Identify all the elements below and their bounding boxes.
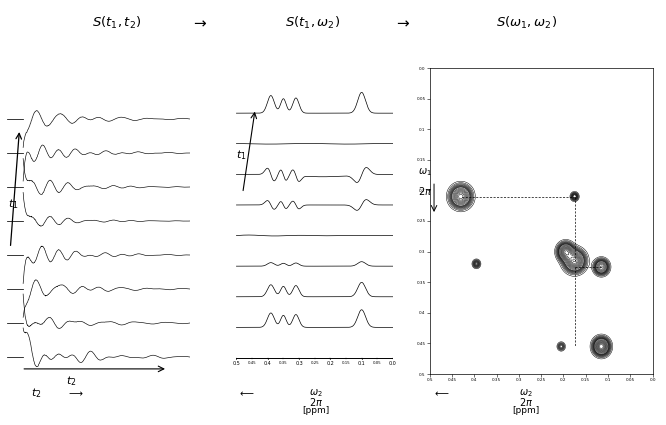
Text: $t_2$: $t_2$: [65, 374, 76, 388]
Text: 0.5: 0.5: [232, 362, 240, 366]
Text: 0.45: 0.45: [248, 361, 256, 365]
Text: $S(\omega_1,\omega_2)$: $S(\omega_1,\omega_2)$: [496, 15, 557, 31]
Text: 0.05: 0.05: [373, 361, 382, 365]
Text: 0.2: 0.2: [326, 362, 334, 366]
Text: $t_1$: $t_1$: [236, 148, 247, 162]
Text: $\omega_1$: $\omega_1$: [418, 166, 432, 178]
Text: $\rightarrow$: $\rightarrow$: [191, 16, 208, 31]
Text: 0.4: 0.4: [264, 362, 272, 366]
Text: 0.1: 0.1: [358, 362, 366, 366]
Text: $2\pi$: $2\pi$: [308, 396, 323, 408]
Text: $\longleftarrow$: $\longleftarrow$: [433, 388, 450, 398]
Text: $t_1$: $t_1$: [7, 197, 18, 211]
Text: $2\pi$: $2\pi$: [418, 185, 432, 197]
Text: $S(t_1,\omega_2)$: $S(t_1,\omega_2)$: [286, 15, 340, 31]
Text: 0.25: 0.25: [310, 361, 319, 365]
Text: $2\pi$: $2\pi$: [519, 396, 533, 408]
Text: 0.15: 0.15: [342, 361, 350, 365]
Text: $\rightarrow$: $\rightarrow$: [394, 16, 412, 31]
Text: 0.3: 0.3: [295, 362, 303, 366]
Text: $S(t_1,t_2)$: $S(t_1,t_2)$: [92, 15, 141, 31]
Text: $\omega_2$: $\omega_2$: [519, 387, 533, 399]
Text: [ppm]: [ppm]: [302, 406, 329, 416]
Text: [ppm]: [ppm]: [513, 406, 539, 416]
Text: 0.0: 0.0: [389, 362, 397, 366]
Text: 0.35: 0.35: [279, 361, 288, 365]
Text: $\longleftarrow$: $\longleftarrow$: [238, 388, 256, 398]
Text: $\omega_2$: $\omega_2$: [309, 387, 322, 399]
Text: $\longrightarrow$: $\longrightarrow$: [67, 388, 84, 398]
Text: $t_2$: $t_2$: [31, 386, 42, 400]
